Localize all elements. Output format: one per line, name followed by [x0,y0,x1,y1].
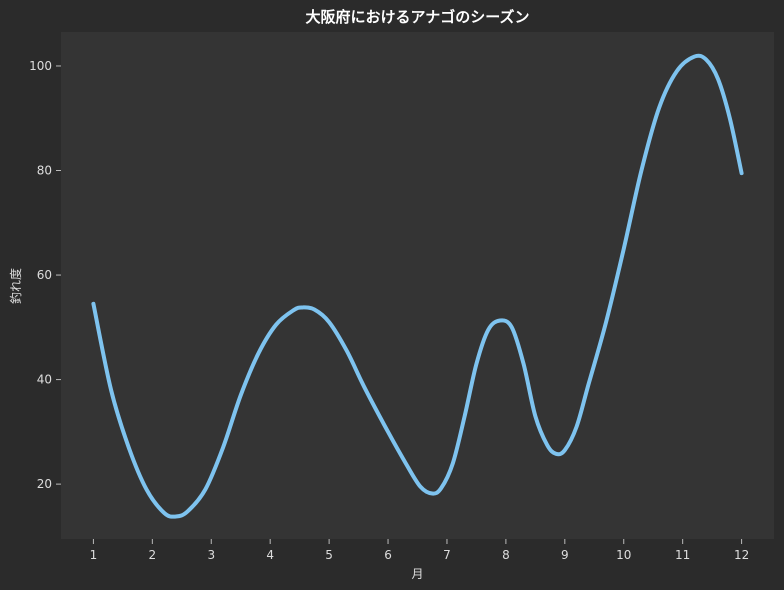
y-tick-label: 100 [29,59,52,73]
y-axis-ticks: 20 40 60 80 100 [29,59,61,491]
x-tick-label: 8 [502,548,510,562]
x-tick-label: 10 [616,548,631,562]
x-axis-label: 月 [411,567,423,581]
x-tick-label: 5 [325,548,333,562]
x-tick-label: 1 [90,548,98,562]
x-tick-label: 7 [443,548,451,562]
y-tick-label: 60 [37,268,52,282]
y-tick-label: 20 [37,477,52,491]
x-tick-label: 3 [207,548,215,562]
x-tick-label: 2 [149,548,157,562]
x-tick-label: 12 [734,548,749,562]
y-axis-label: 釣れ度 [8,268,23,304]
plot-area [61,32,774,539]
y-tick-label: 40 [37,373,52,387]
x-tick-label: 6 [384,548,392,562]
x-tick-label: 11 [675,548,690,562]
x-tick-label: 9 [561,548,569,562]
x-axis-ticks: 1 2 3 4 5 6 7 8 9 10 11 12 [90,539,749,562]
chart-title: 大阪府におけるアナゴのシーズン [306,8,530,26]
x-tick-label: 4 [266,548,274,562]
y-tick-label: 80 [37,164,52,178]
series-line [91,53,744,519]
